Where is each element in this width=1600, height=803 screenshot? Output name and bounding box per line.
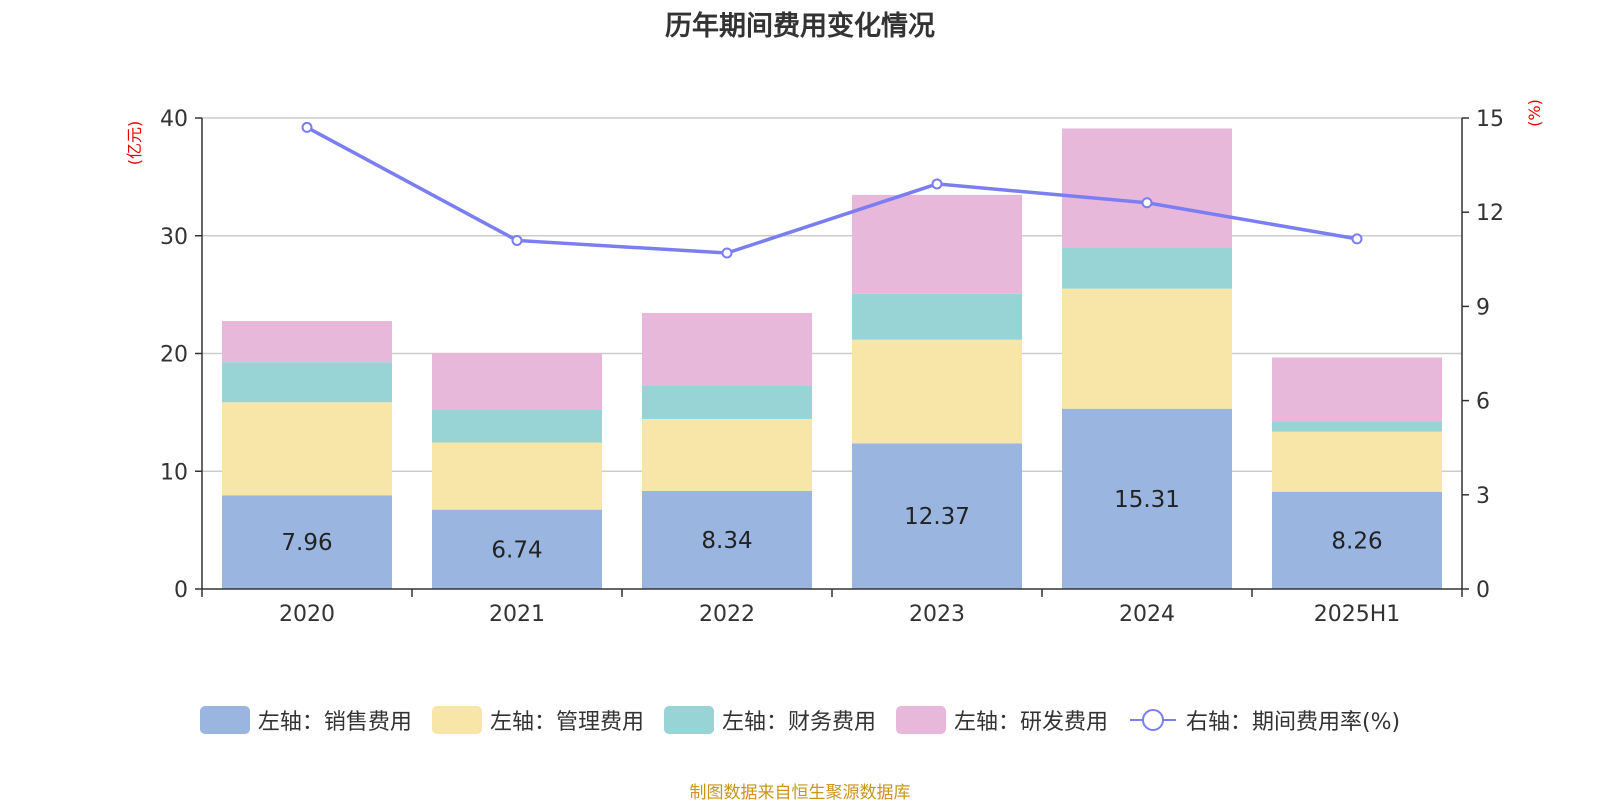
source-note: 制图数据来自恒生聚源数据库 <box>689 783 911 803</box>
x-tick-label: 2021 <box>489 602 545 627</box>
bar-value-label: 15.31 <box>1114 487 1180 513</box>
bar-admin <box>222 402 392 496</box>
legend-label: 左轴：财务费用 <box>721 710 876 735</box>
bar-sales <box>1062 408 1232 589</box>
bar-admin <box>1272 431 1442 492</box>
bar-rnd <box>642 312 812 386</box>
grid-lines <box>202 117 1462 472</box>
bar-rnd <box>222 321 392 363</box>
legend-line-marker <box>1141 709 1164 731</box>
data-labels: 7.96 6.74 8.34 12.37 15.31 8.26 <box>281 487 1382 563</box>
legend: 左轴：销售费用 左轴：管理费用 左轴：财务费用 左轴：研发费用 右轴：期间费用率(%) <box>0 704 1600 736</box>
x-tick-label: 2025H1 <box>1314 602 1401 627</box>
bar-admin <box>642 418 812 491</box>
y-right-tick-label: 9 <box>1476 295 1490 320</box>
bar-value-label: 8.26 <box>1331 528 1382 554</box>
legend-item[interactable]: 左轴：管理费用 <box>431 704 644 736</box>
rate-line <box>301 121 1363 259</box>
legend-swatch <box>199 706 250 734</box>
y-left-unit-label: (亿元) <box>125 121 144 166</box>
legend-swatch <box>663 706 714 734</box>
legend-label: 左轴：管理费用 <box>489 710 644 735</box>
legend-label: 左轴：销售费用 <box>257 710 412 735</box>
legend-line-swatch <box>1129 709 1176 731</box>
bar-finance <box>1272 421 1442 432</box>
bar-rnd <box>1272 357 1442 422</box>
y-left-tick-label: 30 <box>160 225 188 250</box>
axes: 0 10 20 30 40 0 3 6 9 12 15 2020 2021 2022 2023 2024 202… <box>125 99 1544 627</box>
legend-swatch <box>895 706 946 734</box>
bar-value-label: 6.74 <box>491 537 542 563</box>
bar-finance <box>852 293 1022 340</box>
bar-value-label: 7.96 <box>281 530 332 556</box>
bar-sales <box>1272 491 1442 589</box>
bar-rnd <box>432 353 602 410</box>
rate-point <box>1351 233 1363 245</box>
y-left-tick-label: 0 <box>174 578 188 603</box>
y-left-tick-label: 40 <box>160 107 188 132</box>
y-right-tick-label: 12 <box>1476 201 1504 226</box>
rate-point <box>931 178 943 190</box>
legend-item[interactable]: 左轴：研发费用 <box>895 704 1108 736</box>
y-right-tick-label: 15 <box>1476 107 1504 132</box>
legend-label: 右轴：期间费用率(%) <box>1185 710 1401 735</box>
bar-rnd <box>852 194 1022 294</box>
bar-sales <box>852 443 1022 589</box>
bar-sales <box>222 495 392 589</box>
bars <box>222 128 1442 589</box>
bar-sales <box>642 490 812 589</box>
rate-line-path <box>306 125 1358 255</box>
x-tick-label: 2020 <box>279 602 335 627</box>
rate-point <box>1141 197 1153 209</box>
y-left-tick-label: 20 <box>160 343 188 368</box>
bar-rnd <box>1062 128 1232 248</box>
rate-point <box>721 247 733 259</box>
y-right-tick-label: 6 <box>1476 390 1490 415</box>
legend-swatch <box>431 706 482 734</box>
bar-finance <box>642 385 812 419</box>
x-tick-label: 2024 <box>1119 602 1175 627</box>
bar-finance <box>432 409 602 443</box>
bar-finance <box>1062 247 1232 289</box>
bar-admin <box>432 442 602 510</box>
x-tick-label: 2023 <box>909 602 965 627</box>
bar-sales <box>432 509 602 589</box>
legend-label: 左轴：研发费用 <box>953 710 1108 735</box>
legend-item[interactable]: 右轴：期间费用率(%) <box>1128 704 1400 736</box>
bar-value-label: 8.34 <box>701 528 752 554</box>
y-right-unit-label: (%) <box>1525 99 1544 127</box>
y-left-tick-label: 10 <box>160 460 188 485</box>
bar-admin <box>852 339 1022 444</box>
rate-point <box>301 121 313 133</box>
y-right-tick-label: 0 <box>1476 578 1490 603</box>
legend-item[interactable]: 左轴：销售费用 <box>199 704 412 736</box>
chart-title: 历年期间费用变化情况 <box>665 11 935 42</box>
bar-finance <box>222 362 392 403</box>
rate-point <box>511 234 523 246</box>
bar-admin <box>1062 288 1232 409</box>
y-right-tick-label: 3 <box>1476 484 1490 509</box>
legend-item[interactable]: 左轴：财务费用 <box>663 704 876 736</box>
bar-value-label: 12.37 <box>904 504 970 530</box>
x-tick-label: 2022 <box>699 602 755 627</box>
